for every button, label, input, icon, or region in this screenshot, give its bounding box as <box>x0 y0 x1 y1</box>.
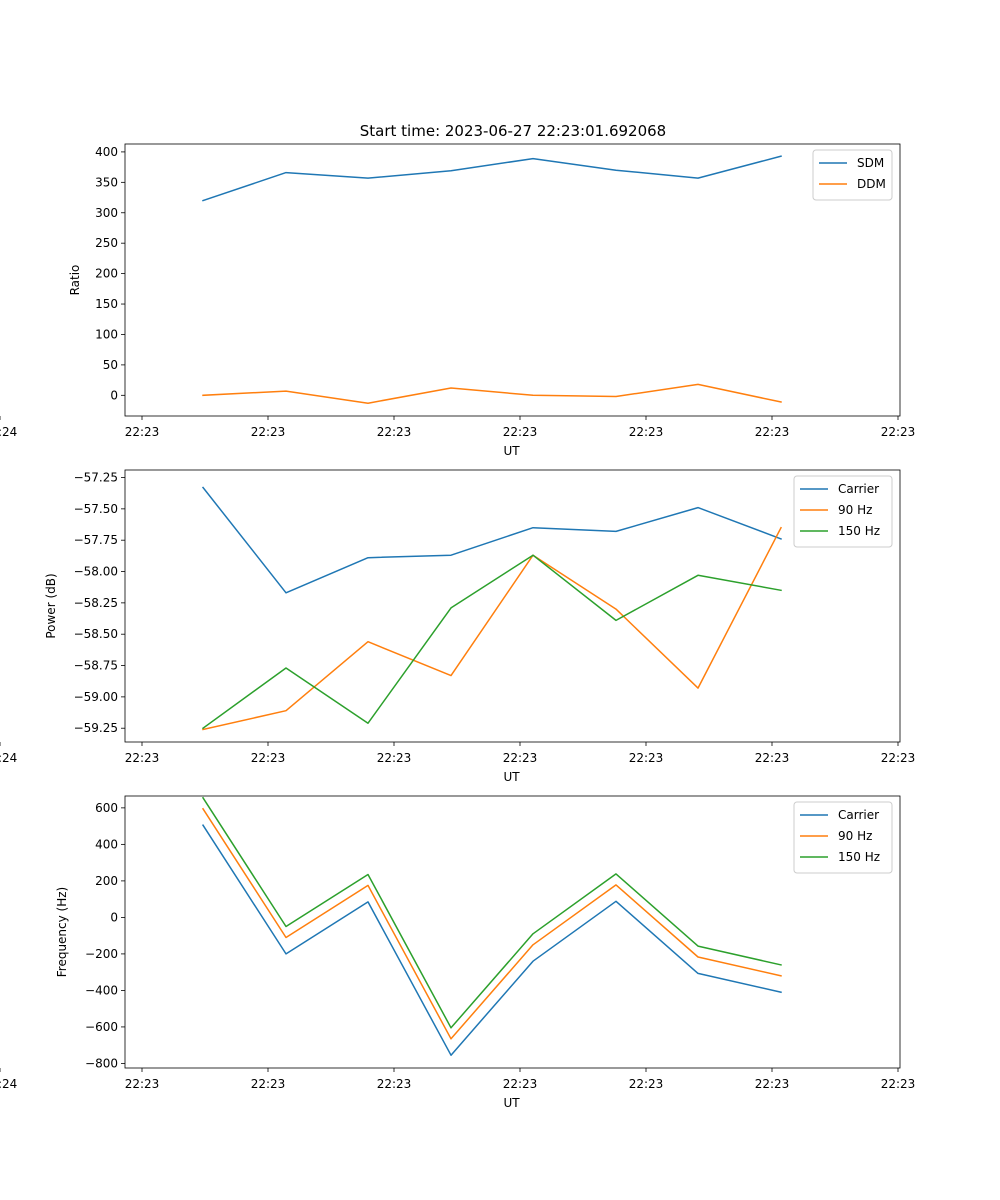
x-tick-label: 22:24 <box>0 1077 17 1091</box>
subplot-2: 22:23 22:23 22:23 22:23 22:23 22:23 22:23 22:24… <box>0 469 916 784</box>
legend-label: Carrier <box>838 482 879 496</box>
x-axis-label: UT <box>503 770 520 784</box>
legend: Carrier 90 Hz 150 Hz <box>793 475 893 548</box>
legend-label: 90 Hz <box>838 503 872 517</box>
x-tick-label: 22:23 <box>251 751 286 765</box>
axes-frame <box>124 143 901 417</box>
x-tick-label: 22:23 <box>629 751 664 765</box>
y-tick-label: 100 <box>95 327 118 341</box>
y-tick-label: 0 <box>110 388 118 402</box>
y-tick-label: 300 <box>95 206 118 220</box>
y-tick-label: −58.75 <box>74 659 118 673</box>
x-axis-label: UT <box>503 1096 520 1110</box>
y-tick-label: 350 <box>95 175 118 189</box>
y-tick-label: 0 <box>110 910 118 924</box>
x-tick-label: 22:23 <box>125 425 160 439</box>
x-tick-label: 22:23 <box>629 1077 664 1091</box>
y-tick-label: −58.25 <box>74 596 118 610</box>
series-line-150-hz <box>201 554 782 730</box>
y-tick-label: −58.50 <box>74 627 118 641</box>
y-tick-label: 400 <box>95 837 118 851</box>
x-tick-label: 22:24 <box>0 425 17 439</box>
y-tick-label: −57.75 <box>74 533 118 547</box>
series-line-90-hz <box>202 526 783 731</box>
legend: Carrier 90 Hz 150 Hz <box>793 801 893 874</box>
x-tick-label: 22:23 <box>251 1077 286 1091</box>
x-tick-label: 22:23 <box>503 751 538 765</box>
x-tick-label: 22:23 <box>251 425 286 439</box>
x-axis-label: UT <box>503 444 520 458</box>
x-tick-label: 22:23 <box>125 751 160 765</box>
legend-label: 150 Hz <box>838 524 880 538</box>
x-tick-label: 22:23 <box>755 751 790 765</box>
legend-label: DDM <box>857 177 886 191</box>
y-tick-label: 150 <box>95 297 118 311</box>
x-tick-label: 22:23 <box>881 1077 916 1091</box>
subplot-panels: 22:23 22:23 22:23 22:23 22:23 22:23 22:23 22:24… <box>0 143 916 1110</box>
x-tick-label: 22:23 <box>503 1077 538 1091</box>
subplot-1: 22:23 22:23 22:23 22:23 22:23 22:23 22:23 22:24… <box>0 143 916 458</box>
y-tick-label: 200 <box>95 874 118 888</box>
legend-label: 90 Hz <box>838 829 872 843</box>
x-tick-label: 22:23 <box>881 751 916 765</box>
y-tick-label: 250 <box>95 236 118 250</box>
x-tick-label: 22:24 <box>0 751 17 765</box>
legend-label: SDM <box>857 156 884 170</box>
legend-label: Carrier <box>838 808 879 822</box>
x-tick-label: 22:23 <box>755 425 790 439</box>
axes-frame <box>124 795 901 1069</box>
y-tick-label: 600 <box>95 801 118 815</box>
y-tick-label: 200 <box>95 267 118 281</box>
x-tick-label: 22:23 <box>755 1077 790 1091</box>
series-line-carrier <box>201 486 782 594</box>
y-tick-label: −59.00 <box>74 690 118 704</box>
axes-frame <box>124 469 901 743</box>
x-tick-label: 22:23 <box>125 1077 160 1091</box>
x-tick-label: 22:23 <box>377 751 412 765</box>
y-axis-label: Frequency (Hz) <box>55 887 69 978</box>
y-tick-label: −200 <box>85 947 118 961</box>
x-tick-label: 22:23 <box>629 425 664 439</box>
series-line-sdm <box>202 155 782 202</box>
y-axis-label: Power (dB) <box>44 573 58 638</box>
y-tick-label: −58.00 <box>74 565 118 579</box>
legend-box <box>793 475 893 548</box>
x-tick-label: 22:23 <box>503 425 538 439</box>
legend-box <box>793 801 893 874</box>
series-line-90-hz <box>201 807 782 1040</box>
x-tick-label: 22:23 <box>377 425 412 439</box>
y-tick-label: −59.25 <box>74 721 118 735</box>
figure-title: Start time: 2023-06-27 22:23:01.692068 <box>360 122 666 140</box>
series-line-carrier <box>201 824 782 1056</box>
y-tick-label: −400 <box>85 983 118 997</box>
y-tick-label: 50 <box>103 358 118 372</box>
legend: SDM DDM <box>812 149 893 201</box>
y-tick-label: 400 <box>95 145 118 159</box>
series-line-150-hz <box>201 796 782 1029</box>
y-axis-label: Ratio <box>68 265 82 296</box>
y-tick-label: −57.25 <box>74 471 118 485</box>
x-tick-label: 22:23 <box>881 425 916 439</box>
legend-label: 150 Hz <box>838 850 880 864</box>
y-tick-label: −800 <box>85 1056 118 1070</box>
y-tick-label: −57.50 <box>74 502 118 516</box>
y-tick-label: −600 <box>85 1020 118 1034</box>
x-tick-label: 22:23 <box>377 1077 412 1091</box>
series-line-ddm <box>202 383 782 404</box>
subplot-3: 22:23 22:23 22:23 22:23 22:23 22:23 22:23 22:24… <box>0 795 916 1110</box>
